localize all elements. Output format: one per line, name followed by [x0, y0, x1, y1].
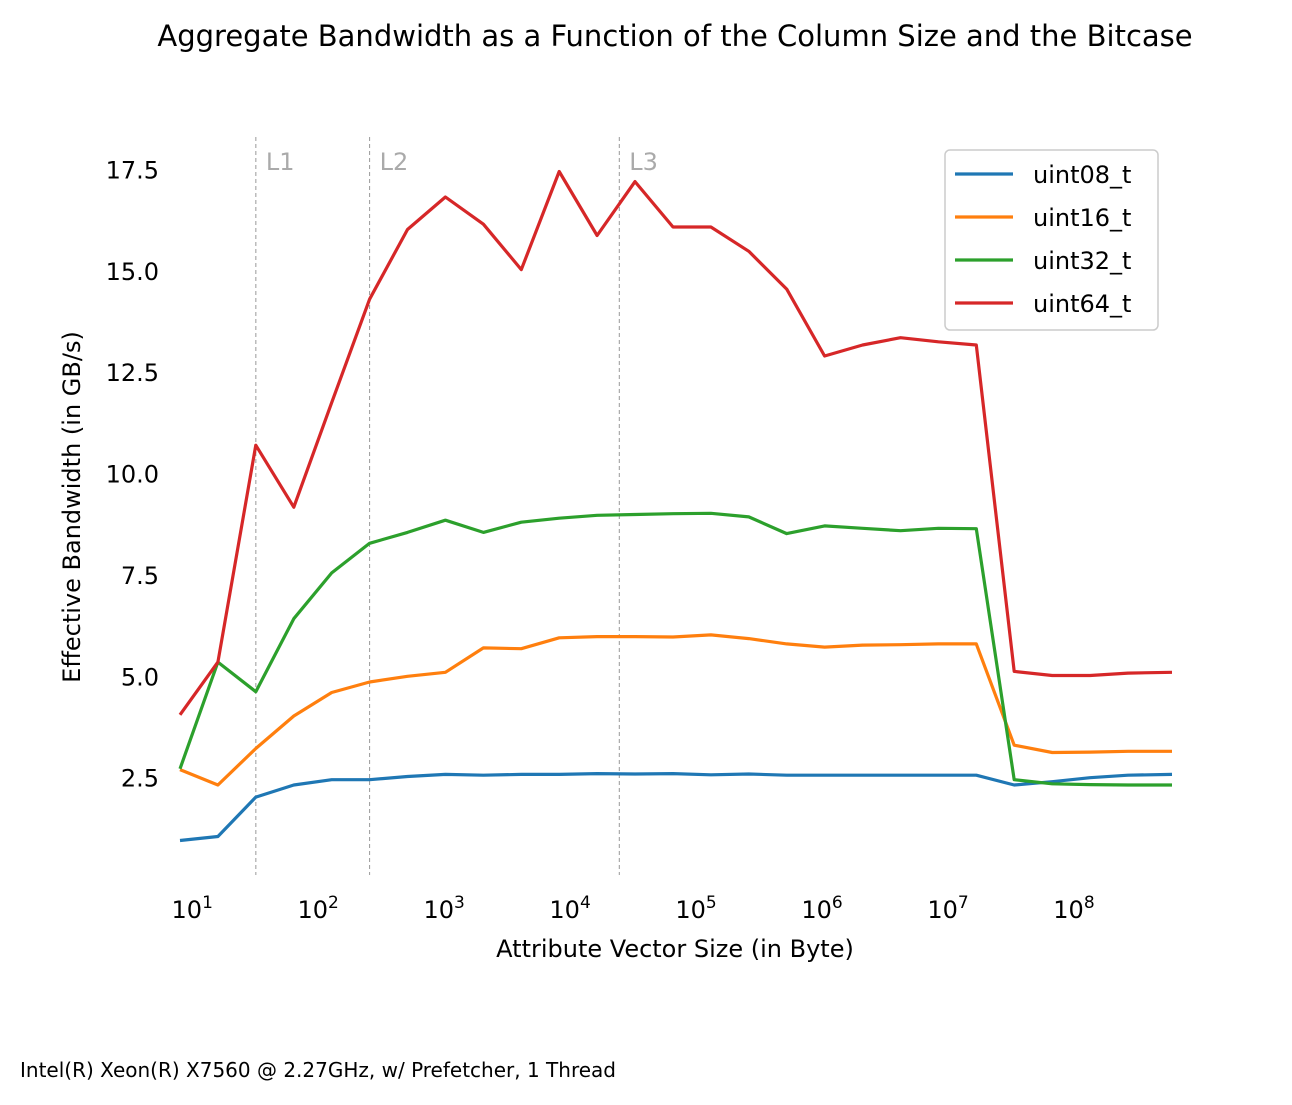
- series-line-uint64-t: [178, 169, 1173, 716]
- legend: uint08_t uint16_t uint32_t uint64_t: [944, 149, 1159, 331]
- y-tick-label: 5.0: [121, 663, 159, 691]
- legend-label-uint32-t: uint32_t: [1033, 247, 1131, 275]
- cache-boundary-markers: L1 L2 L3: [255, 137, 658, 875]
- x-tick-label: 102: [297, 893, 338, 924]
- x-tick-label: 105: [675, 893, 716, 924]
- x-tick-label: 103: [423, 893, 464, 924]
- y-tick-label: 7.5: [121, 562, 159, 590]
- y-tick-label: 15.0: [106, 258, 159, 286]
- chart-title: Aggregate Bandwidth as a Function of the…: [157, 19, 1192, 53]
- cache-label-l1: L1: [266, 148, 295, 176]
- y-tick-label: 2.5: [121, 765, 159, 793]
- series-line-uint08-t: [179, 771, 1173, 843]
- x-axis: 101 102 103 104 105 106 107 108: [172, 893, 1095, 924]
- y-tick-label: 17.5: [106, 156, 159, 184]
- y-tick-label: 12.5: [106, 359, 159, 387]
- legend-label-uint16-t: uint16_t: [1033, 204, 1131, 232]
- cache-label-l2: L2: [380, 148, 409, 176]
- x-tick-label: 101: [172, 893, 213, 924]
- y-axis: 2.5 5.0 7.5 10.0 12.5 15.0 17.5: [106, 156, 159, 792]
- x-tick-label: 104: [549, 893, 590, 924]
- y-tick-label: 10.0: [106, 461, 159, 489]
- x-tick-label: 108: [1053, 893, 1094, 924]
- x-tick-label: 106: [801, 893, 842, 924]
- y-axis-label: Effective Bandwidth (in GB/s): [58, 331, 86, 683]
- x-tick-label: 107: [927, 893, 968, 924]
- x-axis-label: Attribute Vector Size (in Byte): [496, 935, 854, 963]
- footnote: Intel(R) Xeon(R) X7560 @ 2.27GHz, w/ Pre…: [20, 1058, 616, 1082]
- legend-frame: [944, 149, 1159, 331]
- legend-label-uint64-t: uint64_t: [1033, 290, 1131, 318]
- legend-label-uint08-t: uint08_t: [1033, 161, 1131, 189]
- cache-label-l3: L3: [629, 148, 658, 176]
- series-lines: [178, 169, 1173, 843]
- series-line-uint16-t: [179, 633, 1172, 787]
- series-line-uint32-t: [178, 511, 1172, 787]
